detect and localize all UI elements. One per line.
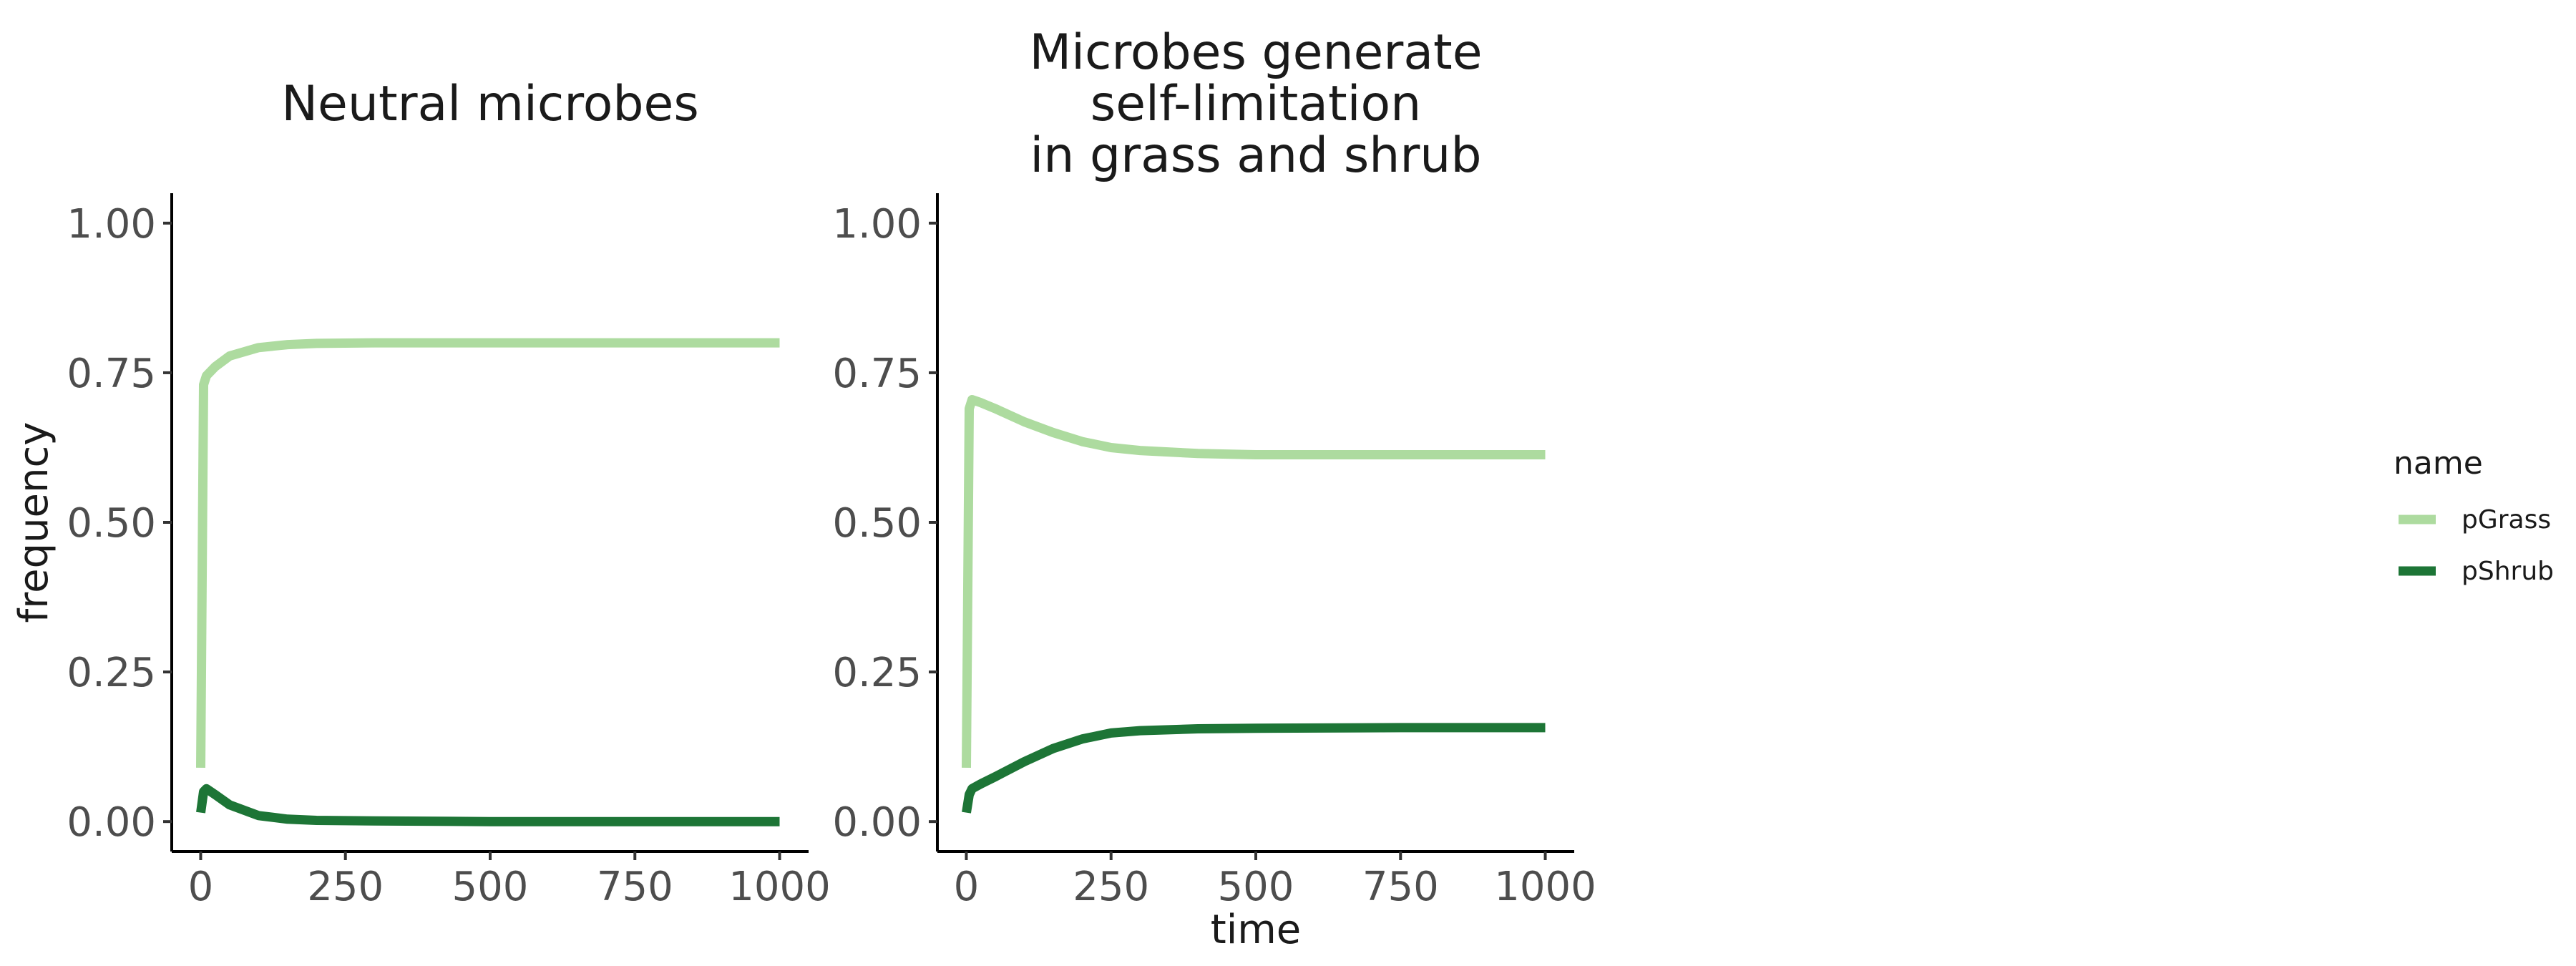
x-tick-label: 0 (188, 864, 214, 910)
x-tick-label: 1000 (1494, 864, 1596, 910)
panel-1: Neutral microbes 0.00 0.25 0.50 0.75 1.00 0 250… (11, 76, 831, 910)
legend-label-pgrass: pGrass (2462, 505, 2551, 535)
series-line-pshrub (962, 723, 1546, 814)
x-tick-label: 500 (452, 864, 529, 910)
x-tick-label: 250 (1073, 864, 1149, 910)
panel-title-line: Neutral microbes (281, 76, 699, 132)
legend: name pGrass pShrub (2394, 445, 2554, 586)
y-tick-label: 0.00 (67, 799, 156, 846)
y-tick-label: 0.50 (67, 500, 156, 547)
x-tick-label: 750 (1362, 864, 1439, 910)
y-tick-label: 0.75 (832, 351, 922, 397)
y-tick-label: 0.25 (832, 650, 922, 696)
series-line-pshrub (196, 784, 780, 826)
x-tick-label: 1000 (728, 864, 831, 910)
y-tick-label: 0.00 (832, 799, 922, 846)
y-tick-label: 0.25 (67, 650, 156, 696)
y-tick-label: 1.00 (67, 201, 156, 248)
y-axis-title: frequency (11, 422, 57, 623)
series-line-pgrass (196, 338, 780, 768)
panel-title-line: in grass and shrub (1030, 127, 1481, 184)
x-tick-label: 500 (1218, 864, 1294, 910)
panel-title-line: self-limitation (1091, 76, 1421, 132)
y-tick-label: 0.75 (67, 351, 156, 397)
x-axis-title: time (1211, 907, 1302, 953)
panel-title-line: Microbes generate (1029, 24, 1482, 81)
series-line-pgrass (962, 395, 1546, 768)
panels: Neutral microbes 0.00 0.25 0.50 0.75 1.00 0 250… (11, 24, 1596, 953)
y-tick-label: 0.50 (832, 500, 922, 547)
legend-title: name (2394, 445, 2483, 482)
y-tick-label: 1.00 (832, 201, 922, 248)
legend-label-pshrub: pShrub (2462, 557, 2554, 586)
x-tick-label: 250 (307, 864, 384, 910)
x-tick-label: 750 (597, 864, 673, 910)
x-tick-label: 0 (954, 864, 980, 910)
